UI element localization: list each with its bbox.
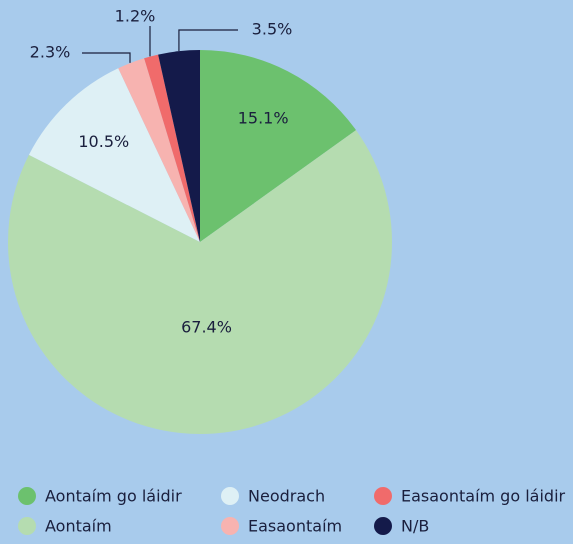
legend-label: N/B (401, 517, 429, 536)
legend-swatch (221, 517, 239, 535)
legend-label: Easaontaím (248, 517, 342, 536)
pie-slice (118, 58, 200, 243)
pie-slice (158, 50, 200, 242)
leader-line (82, 52, 131, 63)
data-label: 3.5% (252, 20, 293, 39)
legend-swatch (18, 517, 36, 535)
legend-swatch (374, 517, 392, 535)
legend-swatch (18, 487, 36, 505)
leader-line (178, 29, 238, 52)
pie-slice (28, 68, 201, 242)
data-label: 67.4% (181, 318, 232, 337)
data-label: 15.1% (238, 109, 289, 128)
legend-label: Neodrach (248, 487, 325, 506)
legend-label: Aontaím (45, 517, 112, 536)
legend-label: Easaontaím go láidir (401, 487, 566, 506)
legend-swatch (221, 487, 239, 505)
data-label: 1.2% (115, 7, 156, 26)
data-label: 2.3% (30, 43, 71, 62)
pie-slice (7, 130, 392, 435)
legend-swatch (374, 487, 392, 505)
pie-slice (144, 54, 200, 243)
pie-slice (200, 50, 357, 242)
legend-label: Aontaím go láidir (45, 487, 182, 506)
data-label: 10.5% (78, 132, 129, 151)
